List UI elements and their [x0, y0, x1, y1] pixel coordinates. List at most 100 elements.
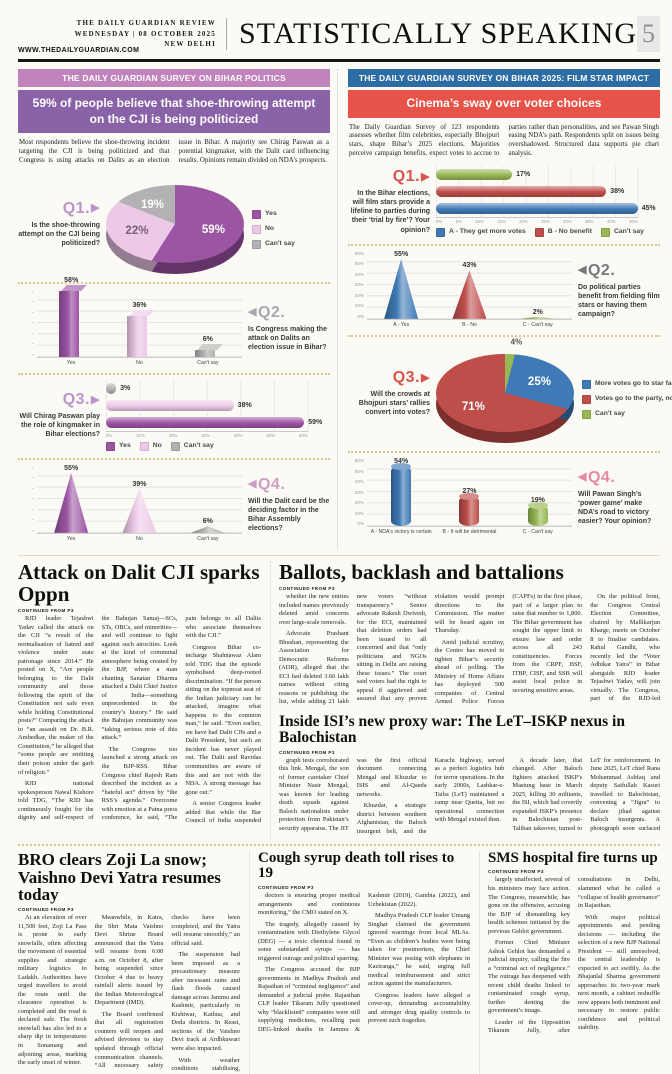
pointer-left-icon: ◀: [578, 471, 587, 484]
articles-section: Attack on Dalit CJI sparks Oppn CONTINUE…: [18, 555, 660, 1074]
right-q3-question: Will the crowds at Bhojpuri stars’ ralli…: [358, 391, 430, 417]
q3-number: Q3.: [62, 391, 91, 409]
right-q2-question: Do political parties benefit from fieldi…: [578, 283, 660, 318]
left-q4-question: Will the Dalit card be the deciding fact…: [248, 497, 330, 532]
right-q1-label: Q1. ▶ In the Bihar elections, will film …: [348, 168, 430, 234]
right-q4-question: Will Pawan Singh’s ‘power game’ make NDA…: [578, 490, 652, 526]
left-q1-chart-zone: 59% 22% 19% Yes No Can't say: [106, 173, 330, 275]
article-body: whether the new entries included names p…: [279, 593, 660, 706]
left-q3-question: Will Chirag Paswan play the role of king…: [19, 413, 100, 439]
left-q2-question: Is Congress making the attack on Dalits …: [248, 325, 327, 352]
continued-from-tag: CONTINUED FROM P3: [279, 749, 335, 755]
hbar-chart-kingmaker: 3% 38% 59% 0% 10% 20% 30% 40% 50% 60%: [106, 379, 330, 438]
pointer-right-icon: ▶: [421, 371, 430, 384]
page-header: THE DAILY GUARDIAN REVIEW WEDNESDAY | 08…: [18, 6, 660, 56]
masthead-city: NEW DELHI: [164, 40, 216, 49]
q3-number: Q3.: [392, 369, 421, 386]
left-q1-question: Is the shoe-throwing attempt on the CJI …: [18, 221, 100, 247]
right-survey-banner: THE DAILY GUARDIAN SURVEY ON BIHAR 2025:…: [348, 69, 660, 87]
right-q1-block: Q1. ▶ In the Bihar elections, will film …: [348, 161, 660, 246]
right-q2-label: ◀ Q2. Do political parties benefit from …: [578, 260, 660, 319]
article-body: At an elevation of over 11,500 feet, Zoj…: [18, 914, 240, 1073]
article-body: RJD leader Tejashwi Yadav called the att…: [18, 615, 261, 825]
article-headline: Ballots, backlash and battalions: [279, 560, 564, 585]
cone-chart-dalit-card: – – – – – – –55% 39% 6% Yes No Can't say: [18, 464, 242, 542]
right-q1-legend: A - They get more votes B - No benefit Can…: [436, 227, 660, 237]
masthead-title: THE DAILY GUARDIAN REVIEW: [76, 19, 216, 28]
articles-right-stack: Ballots, backlash and battalions CONTINU…: [270, 561, 660, 839]
articles-row-top: Attack on Dalit CJI sparks Oppn CONTINUE…: [18, 555, 660, 839]
header-rule: [18, 59, 660, 62]
q1-number: Q1.: [392, 168, 421, 186]
q2-number: Q2.: [257, 303, 286, 321]
article-headline: Attack on Dalit CJI sparks Oppn: [18, 560, 260, 607]
website-url: WWW.THEDAILYGUARDIAN.COM: [18, 47, 140, 54]
page-title: STATISTICALLY SPEAKING: [239, 17, 637, 50]
left-q3-legend: Yes No Can't say: [106, 441, 330, 451]
pointer-left-icon: ◀: [248, 478, 257, 491]
right-q3-chart-zone: 4%25%71% More votes go to star facesVote…: [436, 338, 672, 444]
right-q3-block: Q3. ▶ Will the crowds at Bhojpuri stars’…: [348, 337, 672, 454]
q4-number: Q4.: [587, 468, 616, 486]
q4-number: Q4.: [257, 475, 286, 493]
article-body: doctors is ensuring proper medical arran…: [258, 892, 470, 1033]
continued-from-tag: CONTINUED FROM P3: [18, 608, 74, 614]
left-q3-block: Q3. ▶ Will Chirag Paswan play the role o…: [18, 375, 330, 460]
q2-number: Q2.: [587, 261, 616, 279]
right-q1-question: In the Bihar elections, will film stars …: [350, 190, 430, 234]
column-chart-dalit-issue: – – – – – – –58% 36% 6% Yes No Can't say: [18, 277, 242, 366]
articles-row-bottom: BRO clears Zoji La snow; Vaishno Devi Ya…: [18, 843, 660, 1074]
masthead: THE DAILY GUARDIAN REVIEW WEDNESDAY | 08…: [18, 18, 227, 50]
pointer-right-icon: ▶: [91, 202, 100, 215]
left-q1-block: Q1. ▶ Is the shoe-throwing attempt on th…: [18, 168, 330, 284]
left-q3-chart-zone: 3% 38% 59% 0% 10% 20% 30% 40% 50% 60% Yes No Can't …: [106, 379, 330, 451]
article-headline: Inside ISI’s new proxy war: The LeT–ISKP…: [279, 713, 625, 747]
left-q1-label: Q1. ▶ Is the shoe-throwing attempt on th…: [18, 200, 100, 248]
right-q3-legend: More votes go to star facesVotes go to t…: [582, 379, 672, 419]
left-q3-label: Q3. ▶ Will Chirag Paswan play the role o…: [18, 391, 100, 439]
pointer-left-icon: ◀: [248, 306, 257, 319]
article-bro-zoji-la: BRO clears Zoji La snow; Vaishno Devi Ya…: [18, 849, 240, 1074]
left-survey-banner: THE DAILY GUARDIAN SURVEY ON BIHAR POLIT…: [18, 69, 330, 87]
right-survey-intro: The Daily Guardian Survey of 123 respond…: [349, 123, 659, 158]
article-ballots-backlash: Ballots, backlash and battalions CONTINU…: [279, 561, 660, 709]
article-headline: Cough syrup death toll rises to 19: [258, 849, 455, 882]
continued-from-tag: CONTINUED FROM P3: [258, 885, 314, 891]
left-survey-headline: 59% of people believe that shoe-throwing…: [18, 90, 330, 134]
left-q2-label: ◀ Q2. Is Congress making the attack on D…: [248, 302, 330, 352]
continued-from-tag: CONTINUED FROM P3: [279, 586, 335, 592]
left-survey-intro: Most respondents believe the shoe-throwi…: [19, 139, 329, 164]
pie-chart-shoe-throwing: 59% 22% 19%: [106, 184, 244, 274]
left-q1-legend: Yes No Can't say: [252, 210, 295, 250]
article-cough-syrup: Cough syrup death toll rises to 19 CONTI…: [249, 849, 470, 1074]
pointer-right-icon: ▶: [91, 393, 100, 406]
left-q4-label: ◀ Q4. Will the Dalit card be the decidin…: [248, 474, 330, 533]
q1-number: Q1.: [62, 199, 91, 217]
survey-section: THE DAILY GUARDIAN SURVEY ON BIHAR POLIT…: [18, 69, 672, 550]
continued-from-tag: CONTINUED FROM P3: [488, 869, 544, 875]
continued-from-tag: CONTINUED FROM P3: [18, 907, 74, 913]
right-survey-headline: Cinema’s sway over voter choices: [348, 90, 660, 118]
article-headline: SMS hospital fire turns up: [488, 849, 658, 866]
survey-panel-bihar-politics: THE DAILY GUARDIAN SURVEY ON BIHAR POLIT…: [18, 69, 338, 550]
article-isi-proxy-war: Inside ISI’s new proxy war: The LeT–ISKP…: [279, 714, 660, 839]
right-q4-block: 60% 50% 40% 30% 20% 10% 0% 54% 27% 19% A - NDA's v…: [348, 453, 660, 542]
page-number: 5: [636, 16, 660, 52]
article-body: largely unaffected, several of his minis…: [488, 876, 660, 1035]
right-q2-block: 60% 50% 40% 30% 20% 10% 0% 55% 43% 2% A - Yes B - N…: [348, 246, 660, 338]
hbar-chart-film-lifeline: 17% 38% 45% 0% 5% 10% 15% 20% 25% 30% 35% 40% 45%: [436, 165, 660, 224]
pie-chart-rally-votes: 4% 25% 71%: [436, 338, 574, 444]
cone-chart-party-benefit: 60% 50% 40% 30% 20% 10% 0% 55% 43% 2% A - Yes B - N…: [348, 250, 572, 328]
cylinder-chart-pawan-singh: 60% 50% 40% 30% 20% 10% 0% 54% 27% 19% A - NDA's v…: [348, 458, 572, 535]
right-q4-label: ◀ Q4. Will Pawan Singh’s ‘power game’ ma…: [578, 467, 660, 526]
left-q2-block: – – – – – – –58% 36% 6% Yes No Can't say ◀ Q2. Is C…: [18, 277, 330, 375]
right-q3-label: Q3. ▶ Will the crowds at Bhojpuri stars’…: [348, 369, 430, 417]
article-attack-on-dalit-cji: Attack on Dalit CJI sparks Oppn CONTINUE…: [18, 561, 261, 839]
article-body: graph tests corroborated this link. Meng…: [279, 756, 660, 835]
article-headline: BRO clears Zoji La snow; Vaishno Devi Ya…: [18, 849, 221, 905]
pointer-left-icon: ◀: [578, 264, 587, 277]
right-q1-chart-zone: 17% 38% 45% 0% 5% 10% 15% 20% 25% 30% 35% 40% 45% A …: [436, 165, 660, 237]
survey-panel-film-star-impact: THE DAILY GUARDIAN SURVEY ON BIHAR 2025:…: [348, 69, 672, 549]
pointer-right-icon: ▶: [421, 170, 430, 183]
